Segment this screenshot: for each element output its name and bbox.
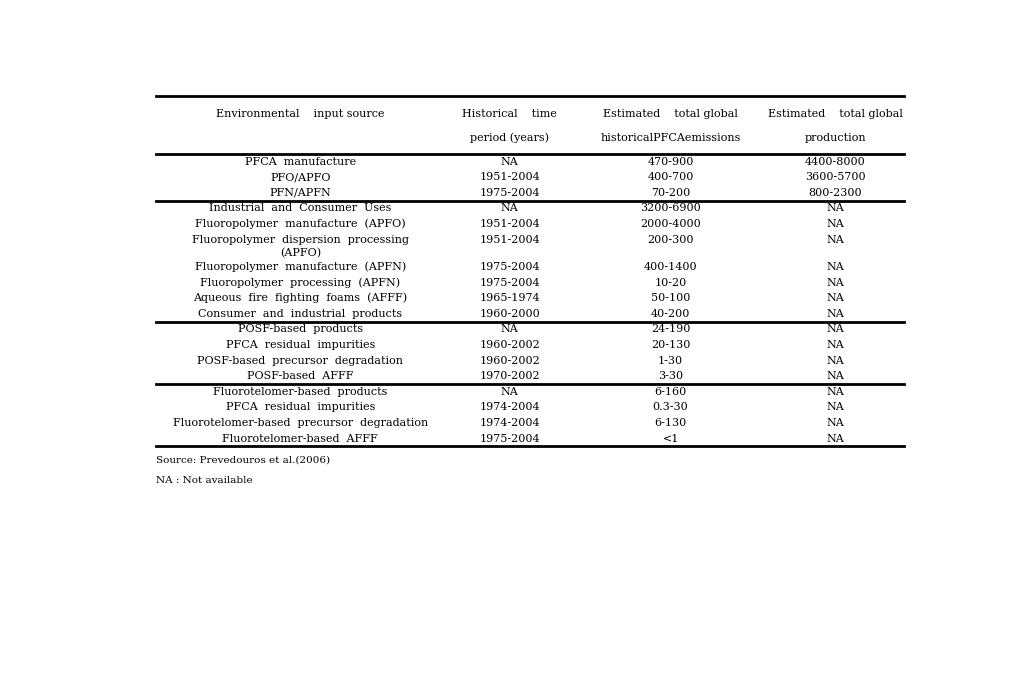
Text: 1965-1974: 1965-1974 xyxy=(480,293,540,303)
Text: 1960-2002: 1960-2002 xyxy=(480,340,540,350)
Text: NA: NA xyxy=(501,387,519,397)
Text: PFCA  manufacture: PFCA manufacture xyxy=(244,157,355,167)
Text: 2000-4000: 2000-4000 xyxy=(640,219,701,229)
Text: NA: NA xyxy=(827,219,844,229)
Text: Estimated    total global: Estimated total global xyxy=(768,109,903,120)
Text: 1970-2002: 1970-2002 xyxy=(480,371,540,381)
Text: NA: NA xyxy=(827,433,844,444)
Text: Aqueous  fire  fighting  foams  (AFFF): Aqueous fire fighting foams (AFFF) xyxy=(193,293,408,304)
Text: 3-30: 3-30 xyxy=(658,371,683,381)
Text: NA: NA xyxy=(827,371,844,381)
Text: 1974-2004: 1974-2004 xyxy=(480,418,540,428)
Text: NA: NA xyxy=(827,340,844,350)
Text: 400-1400: 400-1400 xyxy=(644,262,697,272)
Text: 1975-2004: 1975-2004 xyxy=(480,262,540,272)
Text: NA: NA xyxy=(827,293,844,303)
Text: POSF-based  precursor  degradation: POSF-based precursor degradation xyxy=(197,356,404,365)
Text: Environmental    input source: Environmental input source xyxy=(216,109,384,120)
Text: Fluoropolymer  manufacture  (APFN): Fluoropolymer manufacture (APFN) xyxy=(195,262,406,272)
Text: Fluoropolymer  manufacture  (APFO): Fluoropolymer manufacture (APFO) xyxy=(195,218,406,229)
Text: Consumer  and  industrial  products: Consumer and industrial products xyxy=(198,308,403,319)
Text: 20-130: 20-130 xyxy=(651,340,690,350)
Text: NA: NA xyxy=(827,278,844,288)
Text: 200-300: 200-300 xyxy=(647,235,694,245)
Text: NA: NA xyxy=(827,356,844,365)
Text: Fluoropolymer  dispersion  processing: Fluoropolymer dispersion processing xyxy=(192,235,409,245)
Text: NA: NA xyxy=(827,418,844,428)
Text: PFO/APFO: PFO/APFO xyxy=(270,172,331,182)
Text: POSF-based  AFFF: POSF-based AFFF xyxy=(248,371,353,381)
Text: 1975-2004: 1975-2004 xyxy=(480,278,540,288)
Text: 1951-2004: 1951-2004 xyxy=(480,235,540,245)
Text: NA: NA xyxy=(501,324,519,335)
Text: 1975-2004: 1975-2004 xyxy=(480,433,540,444)
Text: POSF-based  products: POSF-based products xyxy=(237,324,363,335)
Text: 1951-2004: 1951-2004 xyxy=(480,219,540,229)
Text: Source: Prevedouros et al.(2006): Source: Prevedouros et al.(2006) xyxy=(156,456,331,465)
Text: Fluorotelomer-based  products: Fluorotelomer-based products xyxy=(213,387,387,397)
Text: 10-20: 10-20 xyxy=(654,278,687,288)
Text: <1: <1 xyxy=(662,433,679,444)
Text: 3200-6900: 3200-6900 xyxy=(640,203,701,214)
Text: NA: NA xyxy=(827,203,844,214)
Text: NA: NA xyxy=(501,203,519,214)
Text: NA: NA xyxy=(827,308,844,319)
Text: PFN/APFN: PFN/APFN xyxy=(269,188,331,198)
Text: 1974-2004: 1974-2004 xyxy=(480,403,540,412)
Text: Fluoropolymer  processing  (APFN): Fluoropolymer processing (APFN) xyxy=(200,278,401,288)
Text: NA: NA xyxy=(501,157,519,167)
Text: 1960-2002: 1960-2002 xyxy=(480,356,540,365)
Text: 1975-2004: 1975-2004 xyxy=(480,188,540,198)
Text: 1-30: 1-30 xyxy=(658,356,683,365)
Text: Fluorotelomer-based  AFFF: Fluorotelomer-based AFFF xyxy=(223,433,378,444)
Text: 1951-2004: 1951-2004 xyxy=(480,172,540,182)
Text: 70-200: 70-200 xyxy=(651,188,690,198)
Text: production: production xyxy=(804,133,866,143)
Text: NA: NA xyxy=(827,262,844,272)
Text: PFCA  residual  impurities: PFCA residual impurities xyxy=(226,340,375,350)
Text: Industrial  and  Consumer  Uses: Industrial and Consumer Uses xyxy=(210,203,391,214)
Text: 400-700: 400-700 xyxy=(647,172,694,182)
Text: NA: NA xyxy=(827,387,844,397)
Text: Fluorotelomer-based  precursor  degradation: Fluorotelomer-based precursor degradatio… xyxy=(173,418,428,428)
Text: 0.3-30: 0.3-30 xyxy=(653,403,688,412)
Text: NA: NA xyxy=(827,324,844,335)
Text: 800-2300: 800-2300 xyxy=(808,188,862,198)
Text: Estimated    total global: Estimated total global xyxy=(603,109,738,120)
Text: (APFO): (APFO) xyxy=(279,248,320,258)
Text: 40-200: 40-200 xyxy=(651,308,690,319)
Text: 50-100: 50-100 xyxy=(651,293,690,303)
Text: 4400-8000: 4400-8000 xyxy=(805,157,866,167)
Text: 3600-5700: 3600-5700 xyxy=(805,172,866,182)
Text: 24-190: 24-190 xyxy=(651,324,690,335)
Text: period (years): period (years) xyxy=(470,133,549,143)
Text: historicalPFCAemissions: historicalPFCAemissions xyxy=(601,133,740,143)
Text: 6-160: 6-160 xyxy=(654,387,687,397)
Text: PFCA  residual  impurities: PFCA residual impurities xyxy=(226,403,375,412)
Text: Historical    time: Historical time xyxy=(462,109,558,120)
Text: 470-900: 470-900 xyxy=(647,157,694,167)
Text: NA: NA xyxy=(827,403,844,412)
Text: NA: NA xyxy=(827,235,844,245)
Text: NA : Not available: NA : Not available xyxy=(156,476,253,485)
Text: 6-130: 6-130 xyxy=(654,418,687,428)
Text: 1960-2000: 1960-2000 xyxy=(480,308,540,319)
